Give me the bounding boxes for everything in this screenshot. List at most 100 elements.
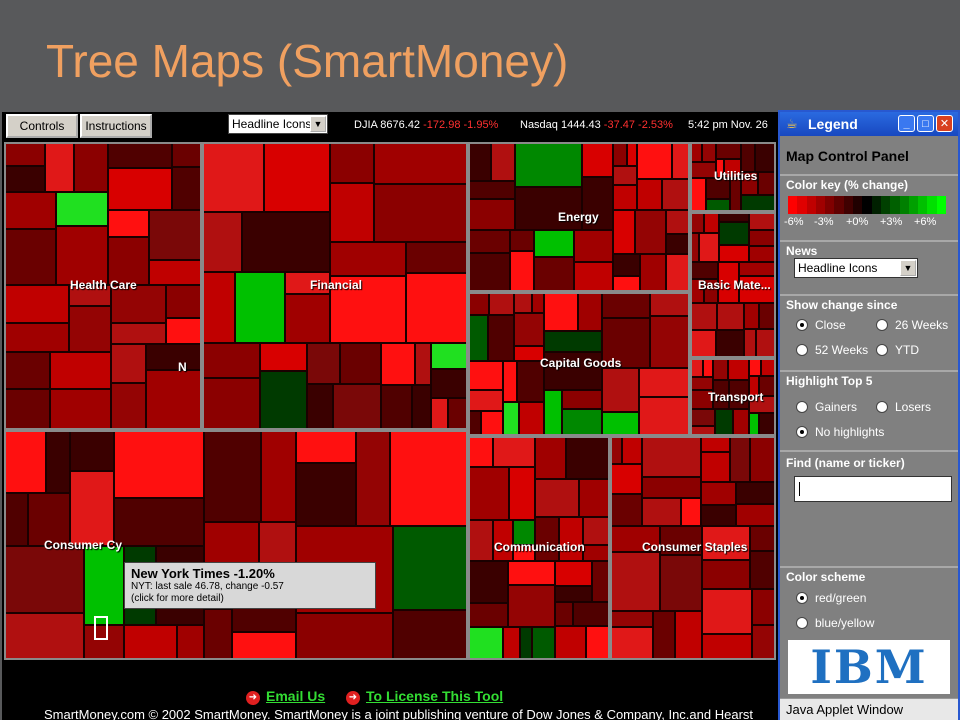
stock-tile[interactable] xyxy=(584,518,609,544)
stock-tile[interactable] xyxy=(5,431,45,492)
stock-tile[interactable] xyxy=(691,391,712,408)
stock-tile[interactable] xyxy=(750,377,758,395)
stock-tile[interactable] xyxy=(628,143,636,165)
stock-tile[interactable] xyxy=(5,286,68,322)
stock-tile[interactable] xyxy=(71,431,113,470)
stock-tile[interactable] xyxy=(331,243,405,275)
stock-tile[interactable] xyxy=(742,173,757,194)
stock-tile[interactable] xyxy=(750,359,760,375)
stock-tile[interactable] xyxy=(720,213,748,221)
stock-tile[interactable] xyxy=(691,280,703,302)
news-select[interactable]: Headline Icons ▼ xyxy=(228,114,328,134)
stock-tile[interactable] xyxy=(691,234,698,261)
stock-tile[interactable] xyxy=(583,143,612,176)
stock-tile[interactable] xyxy=(611,612,652,626)
stock-tile[interactable] xyxy=(614,277,639,291)
stock-tile[interactable] xyxy=(556,603,572,625)
stock-tile[interactable] xyxy=(331,277,405,342)
stock-tile[interactable] xyxy=(432,370,467,397)
stock-tile[interactable] xyxy=(691,304,716,329)
stock-tile[interactable] xyxy=(109,143,171,167)
stock-tile[interactable] xyxy=(482,412,502,435)
stock-tile[interactable] xyxy=(112,324,165,343)
stock-tile[interactable] xyxy=(29,494,69,545)
stock-tile[interactable] xyxy=(509,562,554,584)
stock-tile[interactable] xyxy=(125,626,176,659)
stock-tile[interactable] xyxy=(70,286,110,305)
stock-tile[interactable] xyxy=(579,293,601,330)
stock-tile[interactable] xyxy=(469,293,488,314)
stock-tile[interactable] xyxy=(515,314,543,345)
stock-tile[interactable] xyxy=(682,499,700,525)
stock-tile[interactable] xyxy=(334,385,380,429)
stock-tile[interactable] xyxy=(641,255,665,291)
stock-tile[interactable] xyxy=(661,556,701,610)
stock-tile[interactable] xyxy=(750,414,758,435)
stock-tile[interactable] xyxy=(510,468,534,519)
stock-tile[interactable] xyxy=(703,527,749,559)
stock-tile[interactable] xyxy=(516,188,581,229)
stock-tile[interactable] xyxy=(509,586,554,626)
stock-tile[interactable] xyxy=(173,143,201,166)
stock-tile[interactable] xyxy=(731,179,740,211)
stock-tile[interactable] xyxy=(661,527,701,554)
stock-tile[interactable] xyxy=(704,359,712,376)
stock-tile[interactable] xyxy=(759,173,775,194)
stock-tile[interactable] xyxy=(614,167,636,184)
stock-tile[interactable] xyxy=(57,193,107,225)
stock-tile[interactable] xyxy=(514,546,534,560)
stock-tile[interactable] xyxy=(511,252,533,291)
stock-tile[interactable] xyxy=(611,553,659,610)
stock-tile[interactable] xyxy=(173,168,201,209)
stock-tile[interactable] xyxy=(643,437,700,476)
treemap[interactable]: Health Care Financial Energy Utilities B… xyxy=(4,142,776,660)
stock-tile[interactable] xyxy=(545,353,601,389)
stock-tile[interactable] xyxy=(725,160,740,177)
stock-tile[interactable] xyxy=(150,211,201,259)
stock-tile[interactable] xyxy=(375,143,467,183)
stock-tile[interactable] xyxy=(536,437,565,478)
stock-tile[interactable] xyxy=(5,390,49,429)
stock-tile[interactable] xyxy=(469,362,502,389)
sector-capital-goods[interactable] xyxy=(468,292,690,436)
stock-tile[interactable] xyxy=(233,633,295,659)
stock-tile[interactable] xyxy=(109,211,148,236)
stock-tile[interactable] xyxy=(203,273,234,342)
stock-tile[interactable] xyxy=(112,384,145,429)
stock-tile[interactable] xyxy=(147,371,201,429)
stock-tile[interactable] xyxy=(516,143,581,186)
radio-ytd[interactable]: YTD xyxy=(876,343,919,357)
stock-tile[interactable] xyxy=(432,399,447,429)
stock-tile[interactable] xyxy=(469,182,514,198)
stock-tile[interactable] xyxy=(150,261,201,284)
stock-tile[interactable] xyxy=(469,521,492,560)
stock-tile[interactable] xyxy=(720,223,748,244)
stock-tile[interactable] xyxy=(413,386,430,429)
stock-tile[interactable] xyxy=(734,410,748,435)
radio-52-weeks[interactable]: 52 Weeks xyxy=(796,343,868,357)
instructions-button[interactable]: Instructions xyxy=(80,114,152,138)
stock-tile[interactable] xyxy=(654,612,674,659)
stock-tile[interactable] xyxy=(651,317,689,367)
stock-tile[interactable] xyxy=(757,330,775,357)
stock-tile[interactable] xyxy=(203,379,259,429)
stock-tile[interactable] xyxy=(109,238,148,284)
stock-tile[interactable] xyxy=(261,372,306,429)
stock-tile[interactable] xyxy=(449,399,467,429)
stock-tile[interactable] xyxy=(716,410,732,435)
stock-tile[interactable] xyxy=(308,344,339,383)
stock-tile[interactable] xyxy=(556,587,591,601)
sector-consumer-cyclical[interactable] xyxy=(4,430,468,660)
stock-tile[interactable] xyxy=(71,472,113,545)
radio-gainers[interactable]: Gainers xyxy=(796,400,857,414)
stock-tile[interactable] xyxy=(178,626,203,659)
stock-tile[interactable] xyxy=(740,277,775,302)
stock-tile[interactable] xyxy=(556,627,585,659)
stock-tile[interactable] xyxy=(691,213,703,232)
stock-tile[interactable] xyxy=(563,410,601,435)
stock-tile[interactable] xyxy=(719,263,738,302)
stock-tile[interactable] xyxy=(603,319,649,367)
stock-tile[interactable] xyxy=(700,234,718,261)
stock-tile[interactable] xyxy=(691,427,714,435)
stock-tile[interactable] xyxy=(382,386,411,429)
